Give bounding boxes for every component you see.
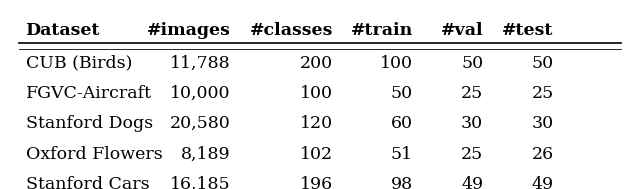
Text: 50: 50 <box>531 55 554 72</box>
Text: #images: #images <box>147 22 230 39</box>
Text: 196: 196 <box>300 176 333 189</box>
Text: 120: 120 <box>300 115 333 132</box>
Text: 20,580: 20,580 <box>170 115 230 132</box>
Text: Stanford Dogs: Stanford Dogs <box>26 115 153 132</box>
Text: 25: 25 <box>531 85 554 102</box>
Text: 98: 98 <box>390 176 413 189</box>
Text: 100: 100 <box>380 55 413 72</box>
Text: #train: #train <box>351 22 413 39</box>
Text: Stanford Cars: Stanford Cars <box>26 176 149 189</box>
Text: 50: 50 <box>461 55 483 72</box>
Text: 49: 49 <box>531 176 554 189</box>
Text: 102: 102 <box>300 146 333 163</box>
Text: 51: 51 <box>390 146 413 163</box>
Text: 26: 26 <box>531 146 554 163</box>
Text: CUB (Birds): CUB (Birds) <box>26 55 132 72</box>
Text: 10,000: 10,000 <box>170 85 230 102</box>
Text: 16,185: 16,185 <box>170 176 230 189</box>
Text: 30: 30 <box>531 115 554 132</box>
Text: FGVC-Aircraft: FGVC-Aircraft <box>26 85 152 102</box>
Text: 11,788: 11,788 <box>170 55 230 72</box>
Text: 25: 25 <box>461 146 483 163</box>
Text: 200: 200 <box>300 55 333 72</box>
Text: 49: 49 <box>461 176 483 189</box>
Text: 25: 25 <box>461 85 483 102</box>
Text: 50: 50 <box>390 85 413 102</box>
Text: 60: 60 <box>391 115 413 132</box>
Text: #test: #test <box>502 22 554 39</box>
Text: Oxford Flowers: Oxford Flowers <box>26 146 163 163</box>
Text: 30: 30 <box>461 115 483 132</box>
Text: #val: #val <box>440 22 483 39</box>
Text: Dataset: Dataset <box>26 22 100 39</box>
Text: #classes: #classes <box>250 22 333 39</box>
Text: 100: 100 <box>300 85 333 102</box>
Text: 8,189: 8,189 <box>180 146 230 163</box>
